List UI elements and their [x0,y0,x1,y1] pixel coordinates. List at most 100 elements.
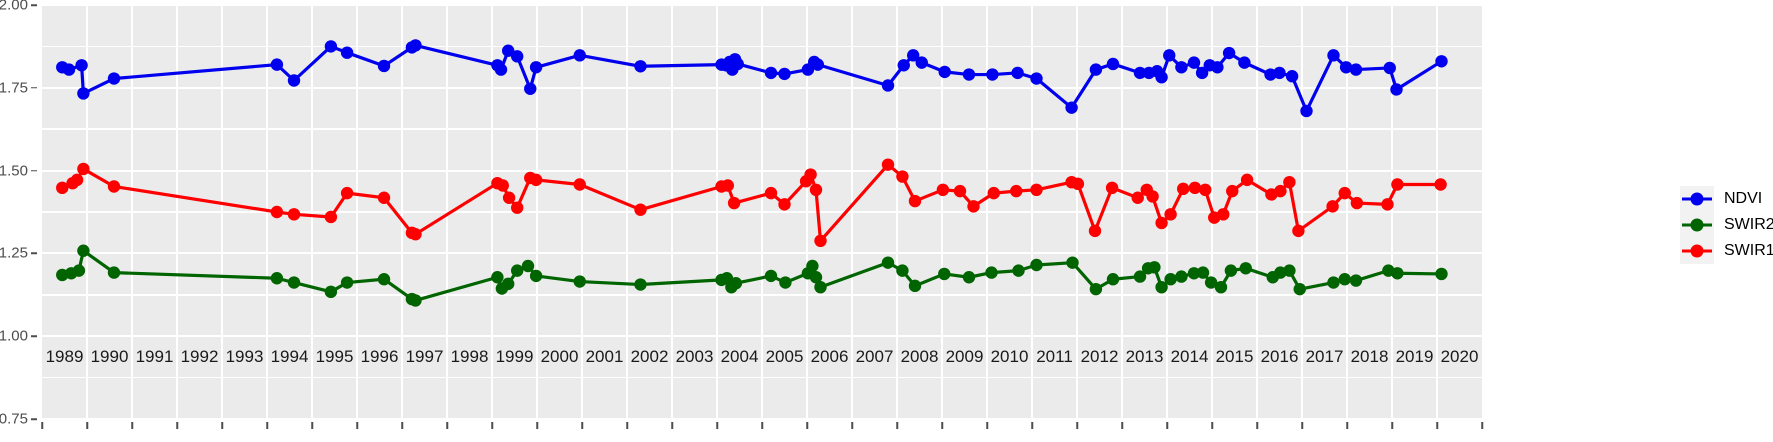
data-point [1175,61,1188,74]
data-point [967,200,980,213]
data-point [1434,178,1447,191]
data-point [573,49,586,62]
series-swir2 [56,244,1448,307]
data-point [324,210,338,224]
data-point [573,178,586,191]
data-point [778,67,791,81]
data-point [1030,258,1043,272]
data-point [1163,49,1176,62]
data-point [1349,274,1363,287]
grid-line-horizontal-minor [42,376,1482,379]
x-axis-tick-mark [581,422,583,429]
data-point [1133,270,1147,283]
x-axis-tick-mark [491,422,493,429]
data-point [340,46,354,59]
series-swir1 [56,158,1447,248]
data-point [915,56,928,69]
data-point [1089,282,1103,296]
legend-item-swir2[interactable]: SWIR2 [1680,212,1773,238]
data-point [1146,190,1159,203]
data-point [634,278,647,291]
data-point [814,280,827,294]
x-axis-tick-mark [131,422,133,429]
data-point [936,183,950,197]
grid-line-horizontal-major [42,252,1482,255]
data-point [377,191,391,204]
legend-point-icon [1690,218,1704,232]
data-point [502,191,516,204]
data-point [1240,173,1254,187]
legend-item-ndvi[interactable]: NDVI [1680,186,1773,212]
data-point [324,40,338,53]
data-point [1214,280,1228,294]
x-axis-tick-mark [896,422,898,429]
data-point [1148,261,1161,274]
series-line [60,163,1443,243]
data-point [502,277,515,291]
data-point [1131,191,1144,204]
data-point [521,259,535,273]
data-point [809,183,823,197]
x-axis-tick-mark [1076,422,1078,429]
data-point [1300,104,1313,118]
data-point [1381,198,1394,211]
data-point [1175,270,1188,283]
data-point [731,57,744,71]
data-point [77,162,90,176]
y-axis-tick-label: 1.50 [0,162,28,180]
data-point [1133,66,1147,80]
data-point [1226,184,1239,198]
data-point [340,276,354,289]
data-point [1239,262,1252,275]
data-point [1199,183,1212,197]
x-axis-tick-mark [86,422,88,429]
series-svg [56,39,1448,307]
data-point [107,266,121,279]
data-point [881,79,895,92]
data-point [1155,280,1168,294]
x-axis-tick-mark [1391,422,1393,429]
data-point [896,264,909,277]
data-point [811,58,824,71]
data-point [1105,181,1119,195]
data-point [107,180,121,193]
data-point [1326,200,1339,213]
data-point [1177,182,1190,196]
y-axis-tick-mark [31,169,37,172]
data-point [1187,267,1201,280]
data-point [287,208,301,221]
data-point [1390,83,1403,96]
data-point [529,173,543,187]
data-point [377,59,391,73]
data-point [806,259,819,273]
data-point [1274,184,1287,198]
data-point [814,234,827,248]
data-point [270,205,284,219]
grid-line-horizontal-major [42,418,1482,419]
grid-line-horizontal-major [42,86,1482,89]
data-point [1211,61,1224,74]
data-point [1222,46,1236,60]
data-point [1391,178,1404,191]
data-point [511,264,524,277]
y-axis-tick-label: 0.75 [0,410,28,428]
data-point [881,158,895,171]
data-point [779,276,792,289]
legend-point-icon [1690,244,1704,258]
data-point [1338,273,1351,286]
data-point [1089,63,1103,76]
data-point [764,269,778,283]
x-axis-tick-mark [1481,422,1483,429]
data-point [324,285,338,299]
data-point [1196,266,1210,279]
data-point [938,65,951,79]
data-point [1435,267,1448,281]
x-axis-tick-mark [806,422,808,429]
legend-item-swir1[interactable]: SWIR1 [1680,238,1773,264]
data-point [953,184,967,198]
data-point [1188,181,1202,195]
data-point [1224,264,1238,277]
data-point [62,63,76,76]
data-point [1285,70,1299,83]
